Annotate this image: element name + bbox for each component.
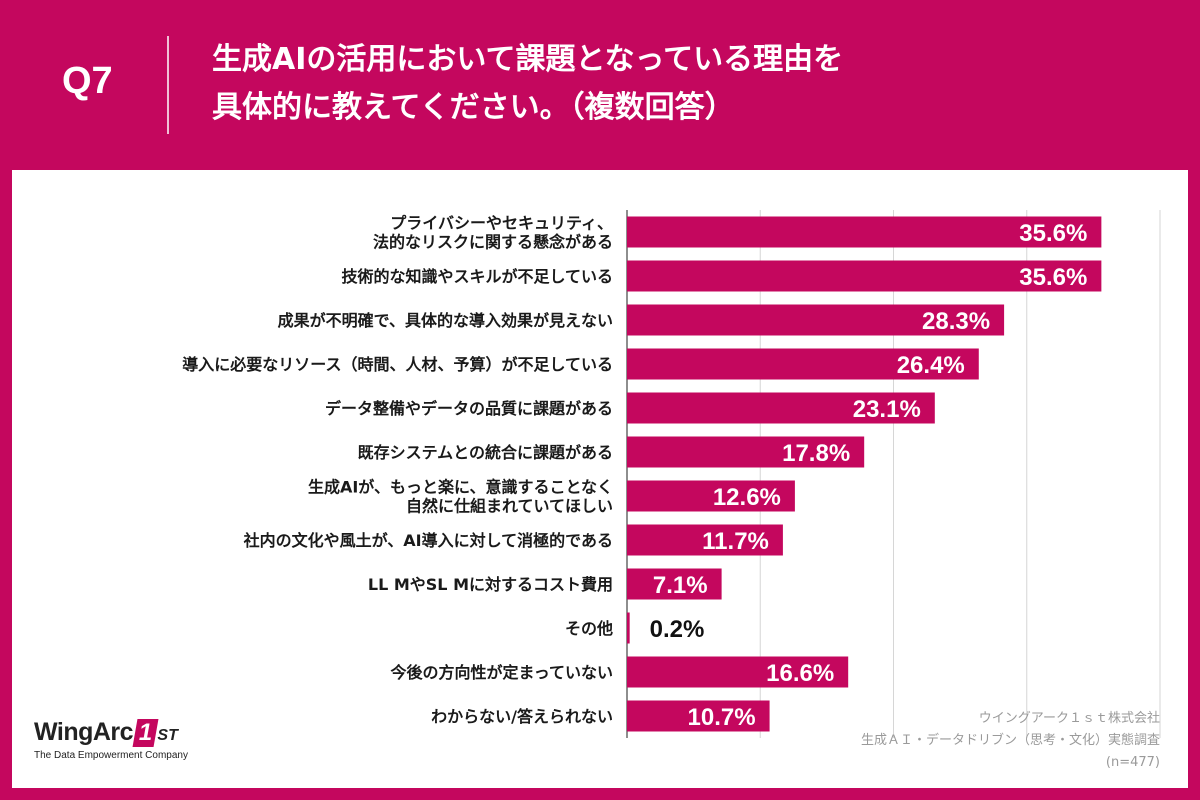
chart-panel: 35.6% プライバシーやセキュリティ、 法的なリスクに関する懸念がある 35.6% 技…: [12, 170, 1188, 788]
source-sample-size: (n=477): [1105, 755, 1160, 770]
bar-value-label: 26.4%: [897, 352, 965, 379]
category-label: データ整備やデータの品質に課題がある: [325, 399, 613, 418]
company-logo: WingArc 1 ST The Data Empowerment Company: [34, 718, 188, 761]
logo-suffix: ST: [157, 727, 178, 744]
bar: [627, 436, 865, 468]
bar: [627, 392, 935, 424]
bar-value-label: 16.6%: [766, 660, 834, 687]
category-label: プライバシーやセキュリティ、: [390, 214, 613, 233]
category-label: 技術的な知識やスキルが不足している: [341, 267, 613, 286]
bar: [627, 568, 722, 600]
bar: [627, 304, 1005, 336]
question-title-line-1: 生成AIの活用において課題となっている理由を: [212, 42, 844, 77]
bar: [627, 656, 849, 688]
bar-value-label: 35.6%: [1019, 220, 1087, 247]
bar-value-label: 12.6%: [713, 484, 781, 511]
category-label: わからない/答えられない: [431, 707, 613, 726]
category-label: 法的なリスクに関する懸念がある: [373, 233, 613, 252]
question-number: Q7: [62, 60, 113, 102]
bar-value-label: 0.2%: [650, 616, 705, 643]
bar-value-label: 10.7%: [688, 704, 756, 731]
category-label: その他: [565, 619, 613, 638]
bar-value-label: 35.6%: [1019, 264, 1087, 291]
category-label: 導入に必要なリソース（時間、人材、予算）が不足している: [182, 355, 613, 374]
category-label: 成果が不明確で、具体的な導入効果が見えない: [278, 311, 613, 330]
bar: [627, 216, 1102, 248]
bar: [627, 480, 795, 512]
question-header: Q7 生成AIの活用において課題となっている理由を 具体的に教えてください。（複…: [0, 0, 1200, 170]
logo-tagline: The Data Empowerment Company: [34, 750, 188, 761]
category-label: 今後の方向性が定まっていない: [389, 663, 613, 682]
question-title-line-2: 具体的に教えてください。（複数回答）: [212, 90, 735, 125]
logo-mark: 1: [132, 719, 159, 747]
category-label: 自然に仕組まれていてほしい: [406, 497, 613, 516]
source-survey: 生成ＡＩ・データドリブン（思考・文化）実態調査: [860, 733, 1160, 748]
category-label: 既存システムとの統合に課題がある: [358, 443, 613, 462]
question-title: 生成AIの活用において課題となっている理由を 具体的に教えてください。（複数回答…: [212, 36, 843, 132]
category-label: 生成AIが、もっと楽に、意識することなく: [308, 478, 613, 497]
bar-value-label: 23.1%: [853, 396, 921, 423]
bar: [627, 348, 979, 380]
bar-value-label: 28.3%: [922, 308, 990, 335]
logo-name: WingArc: [34, 718, 134, 746]
bar: [627, 260, 1102, 292]
bar-chart: 35.6% プライバシーやセキュリティ、法的なリスクに関する懸念がある 35.6% 技…: [182, 210, 1161, 738]
survey-source: ウイングアーク１ｓｔ株式会社 生成ＡＩ・データドリブン（思考・文化）実態調査 (…: [861, 708, 1160, 774]
bar: [627, 524, 783, 556]
category-label: LL MやSL Mに対するコスト費用: [368, 575, 613, 594]
bar-value-label: 7.1%: [653, 572, 708, 599]
header-divider: [167, 36, 169, 134]
bar-value-label: 17.8%: [782, 440, 850, 467]
category-label: 社内の文化や風土が、AI導入に対して消極的である: [243, 531, 613, 550]
bar-value-label: 11.7%: [702, 528, 769, 555]
bar: [627, 612, 630, 644]
source-company: ウイングアーク１ｓｔ株式会社: [978, 711, 1160, 726]
bar: [627, 700, 770, 732]
